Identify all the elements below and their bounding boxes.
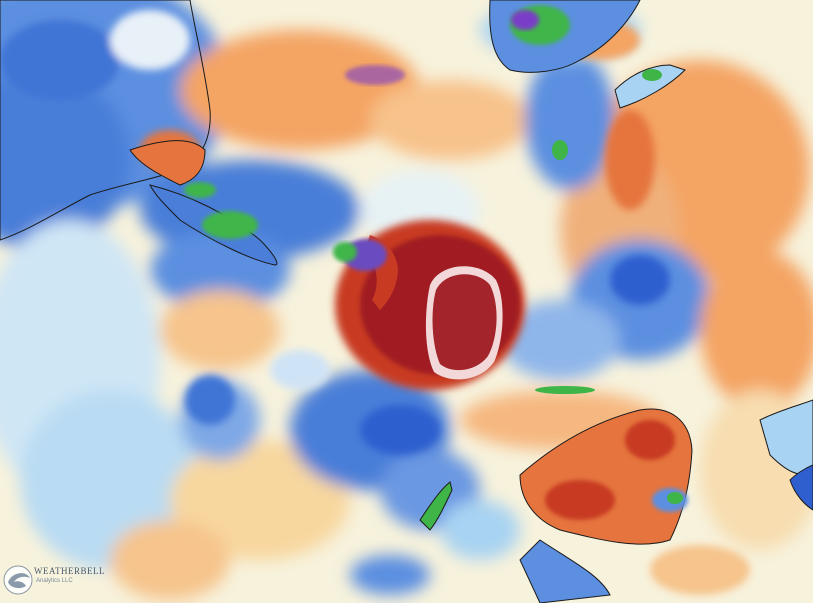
field-blob xyxy=(650,545,750,595)
field-blob xyxy=(180,30,420,150)
field-blob xyxy=(360,405,440,455)
field-blob xyxy=(525,50,615,190)
field-blob xyxy=(500,300,620,380)
land-mass xyxy=(419,481,453,531)
field-blob xyxy=(202,211,258,239)
field-blob xyxy=(185,375,235,425)
land-mass xyxy=(614,64,686,109)
field-blob xyxy=(700,250,813,410)
antarctica-anomaly xyxy=(333,220,525,390)
field-blob xyxy=(511,10,539,30)
weatherbell-logo xyxy=(3,565,33,595)
logo-swirl-icon-path xyxy=(8,573,30,589)
field-blob xyxy=(110,10,190,70)
field-blob xyxy=(642,69,662,81)
field-blob xyxy=(0,20,120,100)
misc-patches xyxy=(345,65,813,531)
land-mass xyxy=(129,140,206,186)
field-blob xyxy=(552,140,568,160)
africa-region xyxy=(489,0,686,109)
field-blob xyxy=(333,242,357,262)
field-blob xyxy=(440,500,520,560)
field-blob xyxy=(545,480,615,520)
south-america-region xyxy=(0,0,278,266)
logo-swirl-icon xyxy=(3,565,33,595)
australia-region xyxy=(519,408,693,603)
field-blob xyxy=(0,70,130,250)
field-blob xyxy=(160,290,280,370)
field-blob xyxy=(535,386,595,394)
antarctica-core-inner xyxy=(432,274,497,371)
logo-brand: WEATHERBELL xyxy=(34,566,105,576)
anomaly-detail xyxy=(0,10,750,595)
field-blob xyxy=(170,440,350,560)
field-blob xyxy=(270,350,330,390)
field-blob xyxy=(605,110,655,210)
land-mass xyxy=(789,464,813,511)
field-blob xyxy=(184,182,216,198)
field-blob xyxy=(110,520,230,600)
field-blob xyxy=(625,420,675,460)
field-blob xyxy=(350,555,430,595)
field-blob xyxy=(345,65,405,85)
field-blob xyxy=(667,492,683,504)
logo-tagline: Analytics LLC xyxy=(36,578,73,584)
field-blob xyxy=(370,80,530,160)
field-blob xyxy=(610,255,670,305)
land-mass xyxy=(759,399,813,475)
land-mass xyxy=(519,539,611,603)
